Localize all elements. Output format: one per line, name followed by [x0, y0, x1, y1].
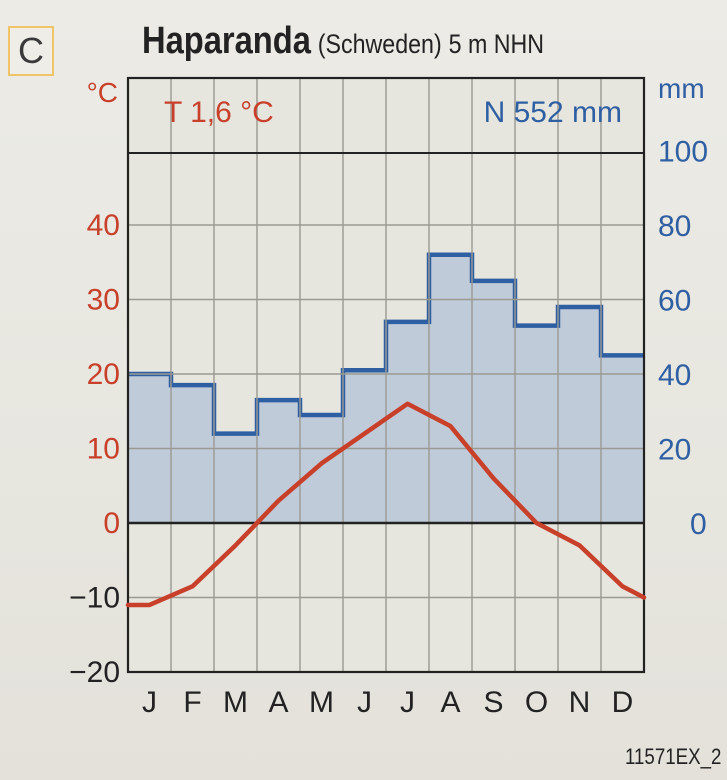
chart-title: Haparanda (Schweden) 5 m NHN	[142, 20, 544, 63]
month-label: D	[612, 686, 634, 719]
month-label: F	[183, 686, 201, 719]
precipitation-unit-label: mm	[658, 73, 705, 104]
precipitation-tick-label: 40	[658, 359, 691, 392]
temperature-tick-label: 20	[87, 358, 120, 391]
annual-temperature-label: T 1,6 °C	[164, 96, 274, 129]
temperature-line	[125, 401, 647, 608]
temperature-tick-label: 30	[87, 284, 120, 317]
chart-badge: C	[8, 26, 54, 76]
temperature-tick-label: 10	[87, 433, 120, 466]
title-elevation: 5 m NHN	[448, 29, 545, 59]
month-label: J	[357, 686, 372, 719]
temperature-unit-label: °C	[87, 77, 118, 108]
month-label: J	[400, 686, 415, 719]
precipitation-tick-label: 60	[658, 285, 691, 318]
title-city: Haparanda	[142, 20, 311, 62]
month-label: S	[483, 686, 503, 719]
plot-frame	[126, 76, 646, 674]
precipitation-tick-label: 0	[690, 508, 707, 541]
temperature-tick-label: −20	[69, 656, 120, 689]
precipitation-tick-label: 20	[658, 434, 691, 467]
temperature-tick-label: 40	[87, 209, 120, 242]
figure-code: 11571EX_2	[624, 744, 721, 769]
month-label: M	[223, 686, 248, 719]
annual-precipitation-label: N 552 mm	[484, 96, 622, 129]
precipitation-tick-label: 100	[658, 136, 708, 169]
month-label: J	[142, 686, 157, 719]
month-label: O	[525, 686, 548, 719]
precipitation-tick-label: 80	[658, 210, 691, 243]
temperature-tick-label: 0	[103, 507, 120, 540]
title-country: (Schweden)	[317, 29, 442, 59]
month-label: N	[569, 686, 591, 719]
temperature-tick-label: −10	[69, 582, 120, 615]
month-label: M	[309, 686, 334, 719]
month-label: A	[440, 686, 460, 719]
month-label: A	[268, 686, 288, 719]
